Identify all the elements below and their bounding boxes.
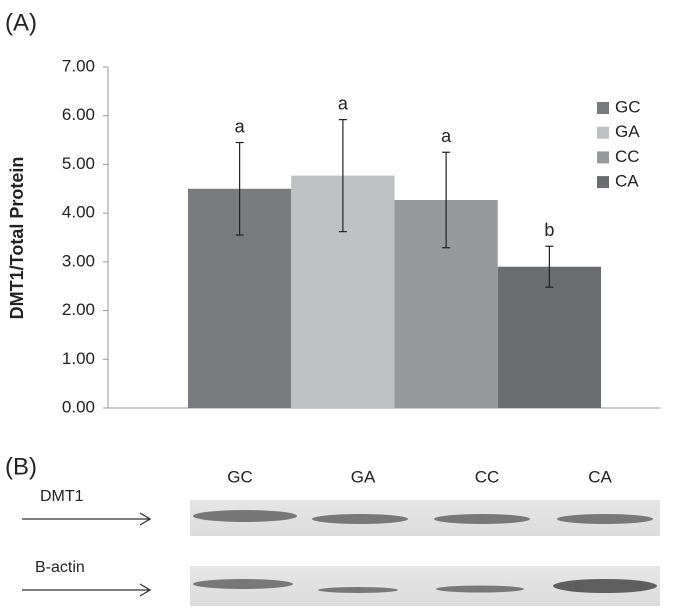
lane-label: CA (588, 467, 612, 486)
panel-label: (B) (5, 453, 37, 480)
legend-marker (597, 176, 609, 188)
y-axis-label: DMT1/Total Protein (7, 157, 27, 320)
figure: (A) DMT1/Total Protein (B) 0.00 1.00 2.00 3… (0, 0, 675, 609)
row-label: DMT1 (40, 488, 84, 505)
lane-label: GA (351, 467, 376, 486)
legend-label: GA (615, 122, 640, 141)
panel-label: (A) (5, 9, 37, 36)
legend-marker (597, 151, 609, 163)
legend-label: CC (615, 147, 640, 166)
lane-label: GC (227, 467, 253, 486)
legend-marker (597, 127, 609, 139)
significance-label: a (441, 126, 452, 146)
row-label: B-actin (35, 559, 85, 576)
bar (498, 267, 601, 408)
y-tick-label: 3.00 (62, 251, 95, 270)
significance-label: a (338, 93, 349, 113)
significance-label: b (544, 220, 554, 240)
y-tick-label: 7.00 (62, 56, 95, 75)
y-tick-label: 1.00 (62, 349, 95, 368)
legend-label: GC (615, 97, 641, 116)
arrows (22, 513, 150, 596)
significance-label: a (235, 116, 246, 136)
y-tick-label: 4.00 (62, 203, 95, 222)
y-tick-label: 2.00 (62, 300, 95, 319)
lane-label: CC (475, 467, 500, 486)
y-tick-label: 0.00 (62, 397, 95, 416)
y-tick-label: 6.00 (62, 105, 95, 124)
legend-marker (597, 102, 609, 114)
legend-label: CA (615, 172, 639, 191)
y-tick-label: 5.00 (62, 154, 95, 173)
western-blot: (B) (5, 453, 660, 606)
